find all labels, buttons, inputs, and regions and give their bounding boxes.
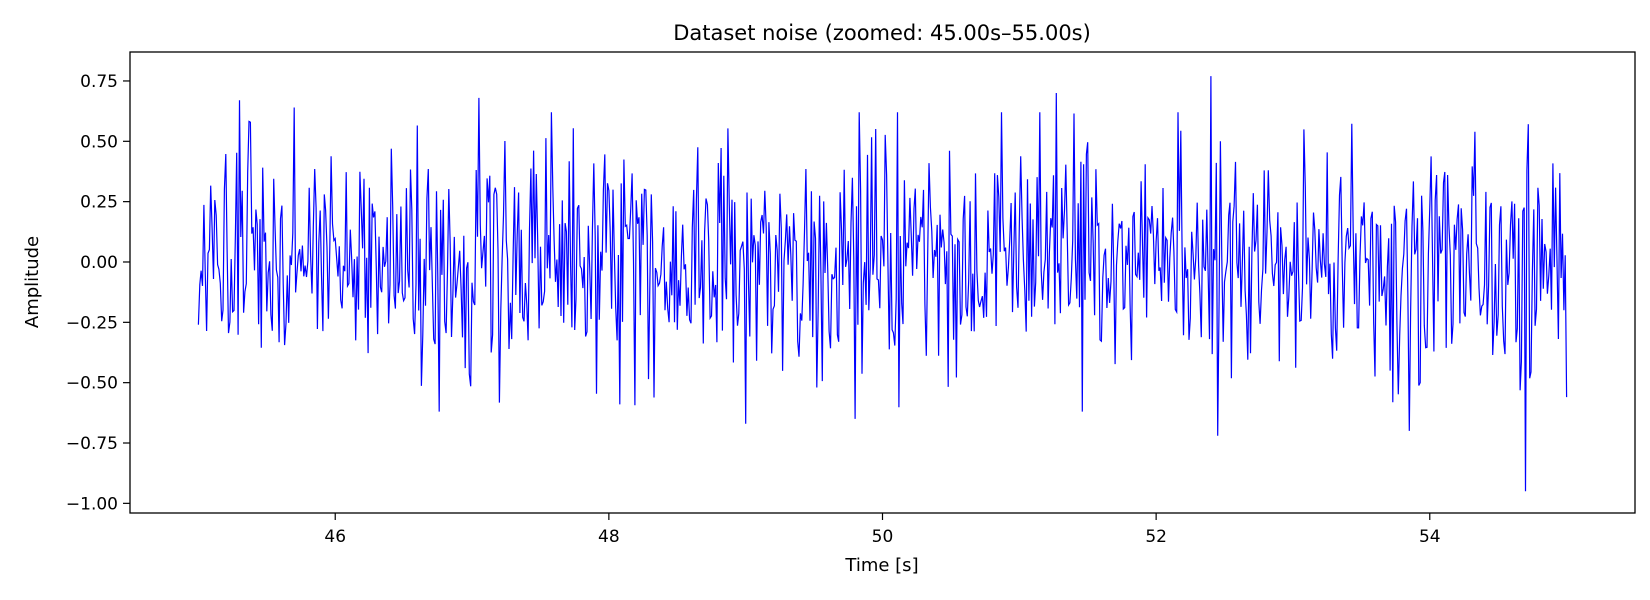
plot-frame	[129, 51, 1636, 514]
x-tick-label: 50	[872, 527, 894, 547]
x-axis-label: Time [s]	[844, 555, 918, 576]
noise-series-line	[197, 76, 1568, 492]
y-axis-label: Amplitude	[22, 236, 43, 328]
y-tick-label: 0.75	[80, 72, 118, 92]
y-tick-label: −0.75	[66, 434, 118, 454]
y-tick-label: 0.50	[80, 132, 118, 152]
y-tick-label: −0.25	[66, 313, 118, 333]
x-tick-label: 54	[1419, 527, 1441, 547]
y-tick-label: −1.00	[66, 494, 118, 514]
chart-title: Dataset noise (zoomed: 45.00s–55.00s)	[673, 21, 1091, 45]
y-axis: 0.75 0.50 0.25 0.00 −0.25 −0.50 −0.75 −1.00	[66, 72, 130, 514]
x-tick-label: 46	[324, 527, 346, 547]
x-tick-label: 52	[1145, 527, 1167, 547]
y-tick-label: 0.00	[80, 253, 118, 273]
x-axis: 46 48 50 52 54	[324, 513, 1441, 547]
y-tick-label: 0.25	[80, 193, 118, 213]
y-tick-label: −0.50	[66, 374, 118, 394]
x-tick-label: 48	[598, 527, 620, 547]
